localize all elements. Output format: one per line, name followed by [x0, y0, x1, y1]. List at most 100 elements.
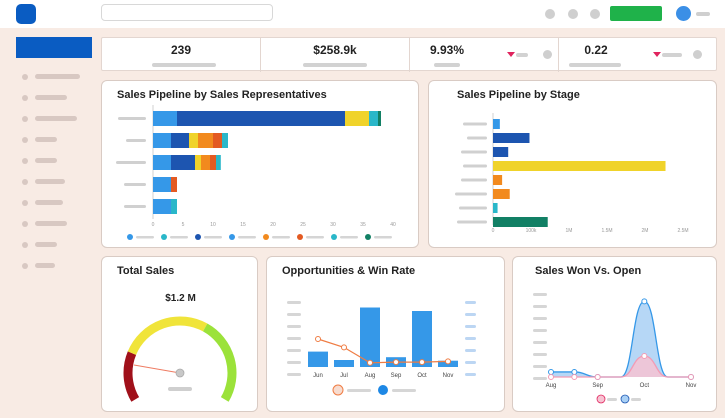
won-open-card: Sales Won Vs. Open Aug Sep Oct Nov: [512, 256, 717, 412]
x-tick-label: 15: [240, 222, 246, 228]
y-tick-placeholder: [533, 353, 547, 356]
bar: [493, 175, 503, 185]
user-menu-placeholder[interactable]: [696, 12, 710, 16]
x-tick-label: 30: [330, 222, 336, 228]
legend-label-placeholder: [374, 236, 392, 239]
help-icon[interactable]: [568, 9, 578, 19]
bar: [493, 119, 500, 129]
search-input[interactable]: [101, 4, 273, 21]
area-point: [548, 368, 554, 375]
bar: [493, 203, 498, 213]
card-title: Total Sales: [117, 265, 175, 277]
info-icon[interactable]: [543, 50, 552, 59]
legend-marker: [331, 234, 337, 240]
trend-down-icon: [507, 52, 515, 57]
legend-marker: [127, 234, 133, 240]
x-tick-label: 35: [360, 222, 366, 228]
trend-label-placeholder: [516, 53, 528, 57]
kpi-card: 0.22: [559, 38, 718, 72]
x-tick-label: 100k: [526, 228, 537, 234]
legend-label-placeholder: [392, 389, 416, 392]
kpi-value: 9.93%: [429, 43, 465, 57]
y-tick-placeholder: [533, 365, 547, 368]
x-tick-label: 1M: [566, 228, 573, 234]
kpi-strip: 239 $258.9k 9.93% 0.22: [101, 37, 718, 72]
bar-segment: [153, 133, 171, 148]
y-tick-placeholder: [287, 349, 301, 352]
bar: [493, 147, 509, 157]
bar-segment: [201, 155, 210, 170]
area-line: [551, 300, 691, 378]
x-tick-label: 1.5M: [601, 228, 612, 234]
x-tick-label: 2M: [642, 228, 649, 234]
category-label-placeholder: [118, 117, 146, 120]
legend-marker: [378, 385, 388, 395]
bar-segment: [171, 199, 177, 214]
legend-label-placeholder: [347, 389, 371, 392]
avatar[interactable]: [676, 6, 691, 21]
category-label-placeholder: [126, 139, 146, 142]
bar-segment: [210, 155, 216, 170]
bar-segment: [171, 133, 189, 148]
total-sales-gauge: [123, 316, 237, 402]
x-tick-label: 0: [492, 228, 495, 234]
gauge-label-placeholder: [168, 387, 192, 391]
area-point: [594, 374, 601, 380]
bar-segment: [189, 133, 198, 148]
pipeline-reps-card: Sales Pipeline by Sales Representatives …: [101, 80, 419, 248]
category-label-placeholder: [455, 192, 487, 196]
bar-segment: [216, 155, 221, 170]
kpi-label-placeholder: [303, 63, 367, 67]
legend-marker: [620, 394, 630, 404]
total-sales-card: Total Sales $1.2 M: [101, 256, 258, 412]
x-tick-label: Aug: [546, 383, 557, 389]
area-fill: [551, 356, 691, 377]
x-tick-label: Oct: [640, 383, 650, 389]
x-tick-label: Aug: [365, 373, 376, 379]
y2-tick-placeholder: [465, 349, 476, 352]
y-tick-placeholder: [287, 373, 301, 376]
y-tick-placeholder: [533, 377, 547, 380]
bar: [493, 189, 510, 199]
bar-segment: [153, 111, 177, 126]
bar: [493, 217, 548, 227]
legend-marker: [332, 384, 344, 396]
bar-segment: [369, 111, 378, 126]
app-logo[interactable]: [16, 4, 36, 24]
top-bar: [0, 0, 725, 28]
kpi-value: 239: [170, 43, 192, 57]
bar-segment: [345, 111, 369, 126]
area-point: [641, 353, 648, 359]
area-fill: [551, 301, 691, 377]
bar: [308, 351, 328, 367]
y-tick-placeholder: [287, 361, 301, 364]
info-icon[interactable]: [693, 50, 702, 59]
notification-icon[interactable]: [545, 9, 555, 19]
sidebar-item-active[interactable]: [16, 37, 92, 58]
card-title: Opportunities & Win Rate: [282, 265, 416, 277]
legend-label-placeholder: [306, 236, 324, 239]
category-label-placeholder: [457, 220, 487, 224]
x-tick-label: Sep: [592, 383, 603, 389]
legend-label-placeholder: [272, 236, 290, 239]
x-tick-label: 25: [300, 222, 306, 228]
win-rate-point: [393, 359, 399, 366]
x-tick-label: 2.5M: [677, 228, 688, 234]
primary-action-button[interactable]: [610, 6, 662, 21]
pipeline-stage-chart: 0 100k 1M 1.5M 2M 2.5M: [455, 113, 689, 234]
y-tick-placeholder: [533, 293, 547, 296]
gauge-hub: [175, 368, 185, 378]
kpi-card: 9.93%: [410, 38, 559, 72]
bar: [493, 133, 530, 143]
settings-icon[interactable]: [590, 9, 600, 19]
win-rate-point: [445, 358, 451, 365]
area-point: [571, 374, 578, 380]
legend-marker: [263, 234, 269, 240]
kpi-label-placeholder: [569, 63, 621, 67]
category-label-placeholder: [124, 183, 146, 186]
x-tick-label: Sep: [391, 373, 402, 379]
legend-label-placeholder: [204, 236, 222, 239]
bar-segment: [153, 199, 171, 214]
kpi-label-placeholder: [434, 63, 460, 67]
x-tick-label: Jul: [340, 373, 348, 379]
